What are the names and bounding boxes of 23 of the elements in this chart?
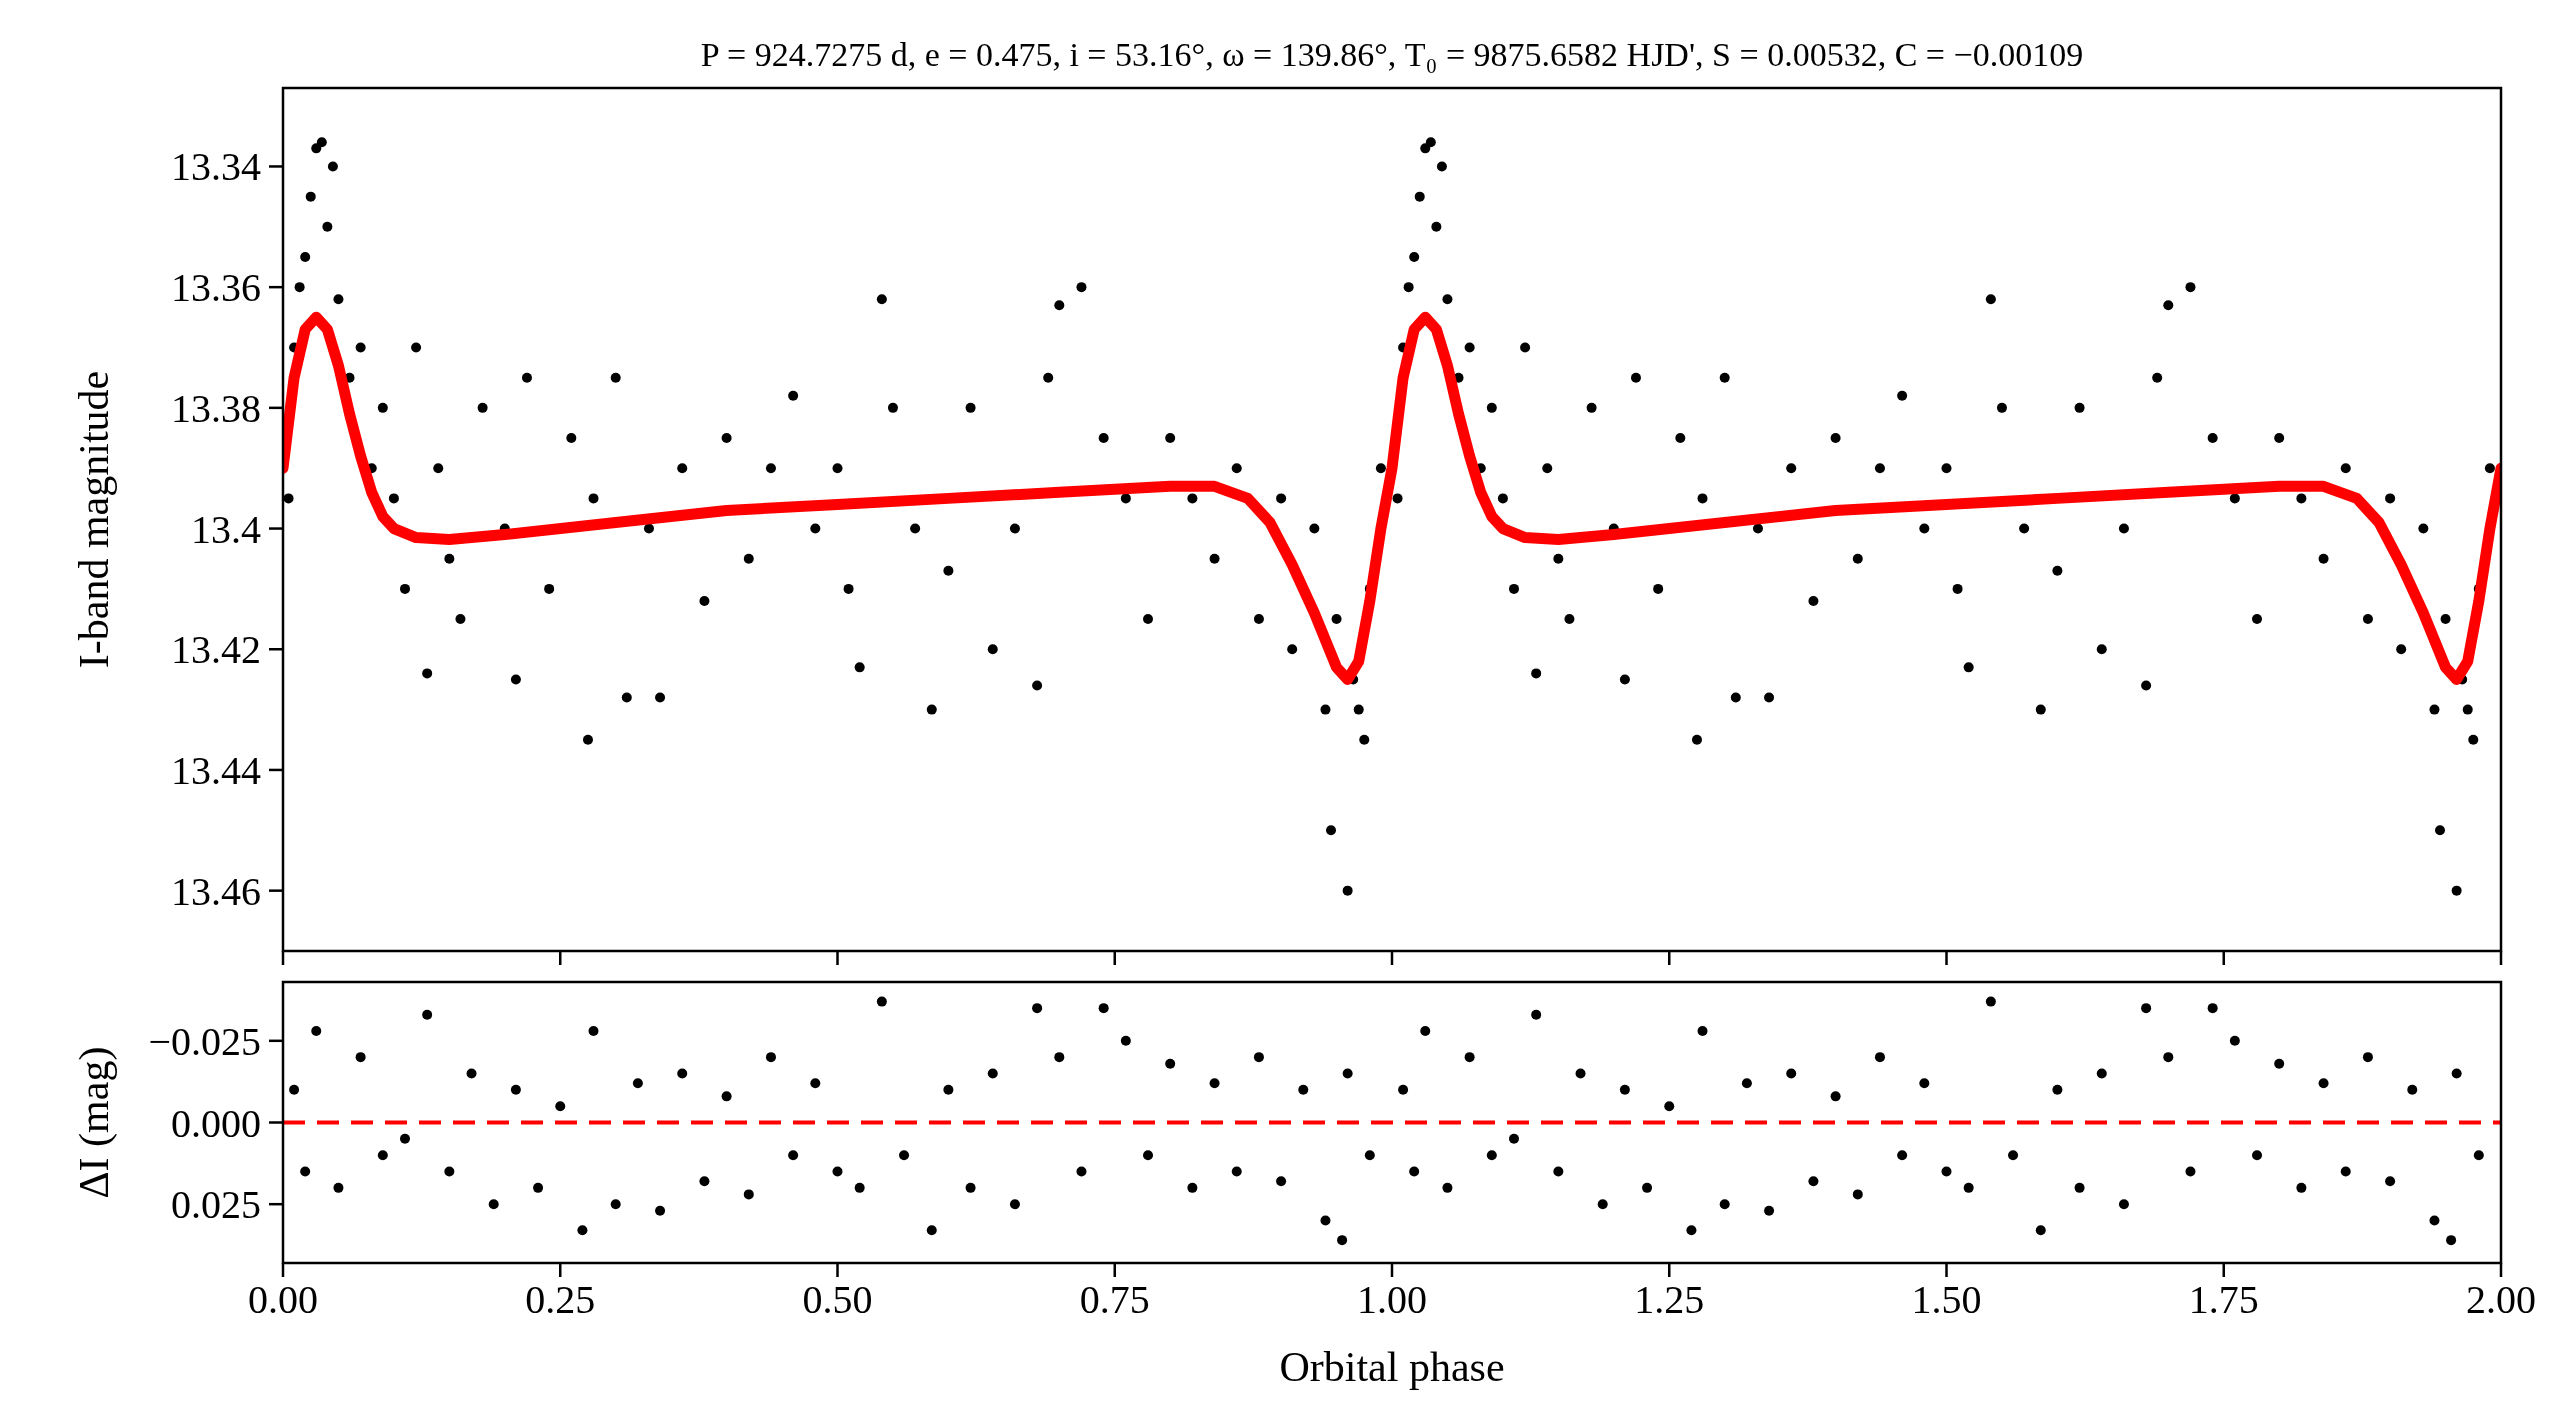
y-tick-label: 13.34 xyxy=(171,144,261,190)
x-tick-label: 1.50 xyxy=(1911,1277,1982,1322)
y-tick-label: 13.36 xyxy=(171,265,261,311)
x-tick-label: 2.00 xyxy=(2466,1277,2536,1322)
y-tick-label: 13.38 xyxy=(171,385,261,431)
chart-title: P = 924.7275 d, e = 0.475, i = 53.16°, ω = 139.86°, T₀ = 9875.6582 HJD', S = 0.00532, C = −0.00109 xyxy=(700,36,2084,73)
x-tick-label: 1.00 xyxy=(1357,1277,1427,1322)
y-axis-title: I-band magnitude xyxy=(71,370,117,669)
y-tick-label: −0.025 xyxy=(148,1018,261,1064)
y-tick-label: 13.42 xyxy=(171,627,261,673)
y-tick-label: 13.46 xyxy=(171,868,261,914)
y-tick-label: 0.000 xyxy=(171,1100,261,1146)
x-tick-label: 1.25 xyxy=(1634,1277,1705,1322)
x-tick-label: 1.75 xyxy=(2188,1277,2259,1322)
x-axis-title: Orbital phase xyxy=(1279,1344,1505,1390)
x-tick-label: 0.00 xyxy=(248,1277,318,1322)
y-axis-title: ΔI (mag) xyxy=(71,1046,118,1199)
x-tick-label: 0.25 xyxy=(525,1277,596,1322)
y-tick-label: 0.025 xyxy=(171,1182,261,1228)
y-tick-label: 13.4 xyxy=(191,506,261,552)
y-tick-label: 13.44 xyxy=(171,747,261,793)
x-tick-label: 0.50 xyxy=(802,1277,873,1322)
x-tick-label: 0.75 xyxy=(1079,1277,1150,1322)
